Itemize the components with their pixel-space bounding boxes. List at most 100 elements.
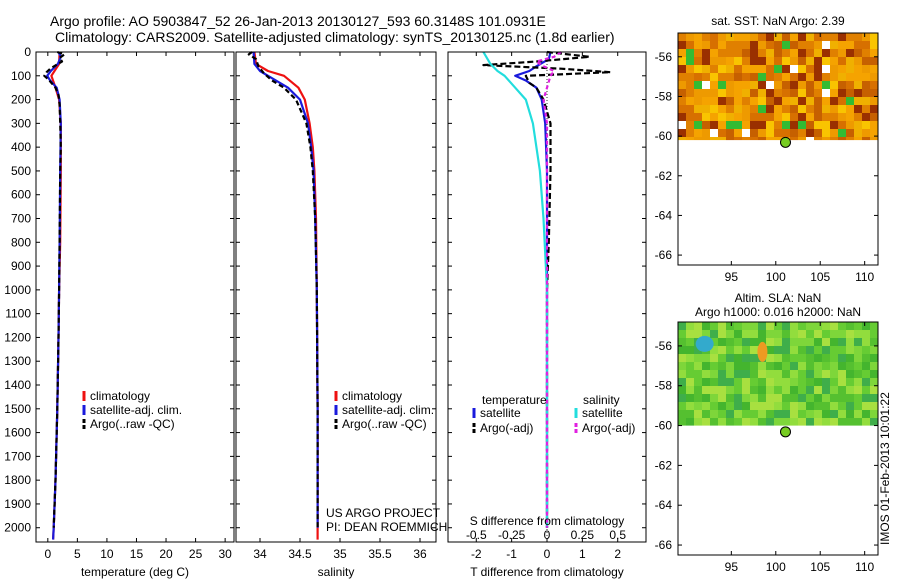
map-cell <box>854 57 862 65</box>
map-cell <box>742 105 750 113</box>
map-cell <box>854 362 862 370</box>
map-cell <box>862 322 870 330</box>
map-cell <box>814 378 822 386</box>
map-cell <box>702 330 710 338</box>
map-cell <box>734 322 742 330</box>
map-cell <box>798 129 806 137</box>
map-cell <box>822 41 830 49</box>
map-cell <box>694 410 702 418</box>
map-cell <box>830 330 838 338</box>
map-cell <box>726 81 734 89</box>
map-cell <box>822 346 830 354</box>
depth-tick-label: 500 <box>11 164 31 178</box>
map-y-tick-label: -60 <box>655 129 673 143</box>
map-cell <box>710 386 718 394</box>
map-cell <box>750 402 758 410</box>
sst-map-panel: -56 -58 -60 -62 -64 -66 95 100 105 110 <box>655 32 879 284</box>
x-tick-label: 35 <box>333 547 347 561</box>
map-cell <box>790 113 798 121</box>
map-cell <box>702 113 710 121</box>
map-cell <box>790 346 798 354</box>
map-cell <box>814 57 822 65</box>
series-line-difference-3 <box>535 51 562 528</box>
map-y-tick-label: -66 <box>655 248 673 262</box>
map-cell <box>718 121 726 129</box>
map-x-tick-label: 110 <box>855 560 874 574</box>
map-cell <box>806 41 814 49</box>
map-cell <box>694 137 702 141</box>
map-cell <box>750 81 758 89</box>
map-cell <box>766 386 774 394</box>
map-cell <box>694 49 702 57</box>
map-cell <box>766 378 774 386</box>
map-cell <box>758 33 766 41</box>
map-cell <box>854 410 862 418</box>
map-cell <box>774 386 782 394</box>
map-cell <box>718 41 726 49</box>
map-cell <box>718 346 726 354</box>
map-cell <box>854 121 862 129</box>
depth-tick-label: 1200 <box>4 330 31 344</box>
map-cell <box>742 41 750 49</box>
map-cell <box>718 137 726 141</box>
map-x-tick-label: 95 <box>725 560 739 574</box>
map-cell <box>694 354 702 362</box>
map-cell <box>782 57 790 65</box>
map-cell <box>678 394 686 402</box>
legend-label: satellite-adj. clim. <box>342 403 434 417</box>
map-cell <box>686 322 694 330</box>
map-cell <box>854 81 862 89</box>
map-cell <box>750 97 758 105</box>
map-cell <box>774 338 782 346</box>
map-cell <box>846 386 854 394</box>
map-cell <box>702 65 710 73</box>
map-cell <box>854 354 862 362</box>
map-cell <box>734 137 742 141</box>
map-cell <box>686 370 694 378</box>
map-cell <box>790 105 798 113</box>
map-cell <box>846 370 854 378</box>
map-cell <box>862 97 870 105</box>
map-cell <box>718 394 726 402</box>
map-cell <box>806 418 814 426</box>
map-cell <box>774 354 782 362</box>
map-cell <box>822 129 830 137</box>
map-cell <box>854 386 862 394</box>
x-tick-label: 10 <box>100 547 114 561</box>
map-cell <box>686 129 694 137</box>
map-cell <box>766 49 774 57</box>
map-y-tick-label: -62 <box>655 458 673 472</box>
map-cell <box>726 386 734 394</box>
map-cell <box>702 137 710 141</box>
map-cell <box>750 49 758 57</box>
map-cell <box>862 338 870 346</box>
depth-tick-label: 400 <box>11 140 31 154</box>
map-cell <box>710 418 718 426</box>
map-cell <box>782 410 790 418</box>
map-cell <box>774 89 782 97</box>
series-line-difference-1 <box>482 50 612 528</box>
map-cell <box>750 65 758 73</box>
map-cell <box>782 378 790 386</box>
map-cell <box>838 113 846 121</box>
map-cell <box>750 386 758 394</box>
map-cell <box>726 41 734 49</box>
map-cell <box>798 137 806 141</box>
project-annotation-line-2: PI: DEAN ROEMMICH <box>326 520 447 534</box>
map-cell <box>838 330 846 338</box>
map-cell <box>766 370 774 378</box>
map-cell <box>710 362 718 370</box>
map-cell <box>862 41 870 49</box>
map-cell <box>838 73 846 81</box>
map-cell <box>806 81 814 89</box>
map-cell <box>846 129 854 137</box>
map-cell <box>678 370 686 378</box>
map-cell <box>846 105 854 113</box>
map-cell <box>862 33 870 41</box>
map-cell <box>846 49 854 57</box>
map-cell <box>702 41 710 49</box>
map-cell <box>766 121 774 129</box>
map-cell <box>846 121 854 129</box>
map-cell <box>782 121 790 129</box>
legend-label: satellite <box>480 406 521 420</box>
